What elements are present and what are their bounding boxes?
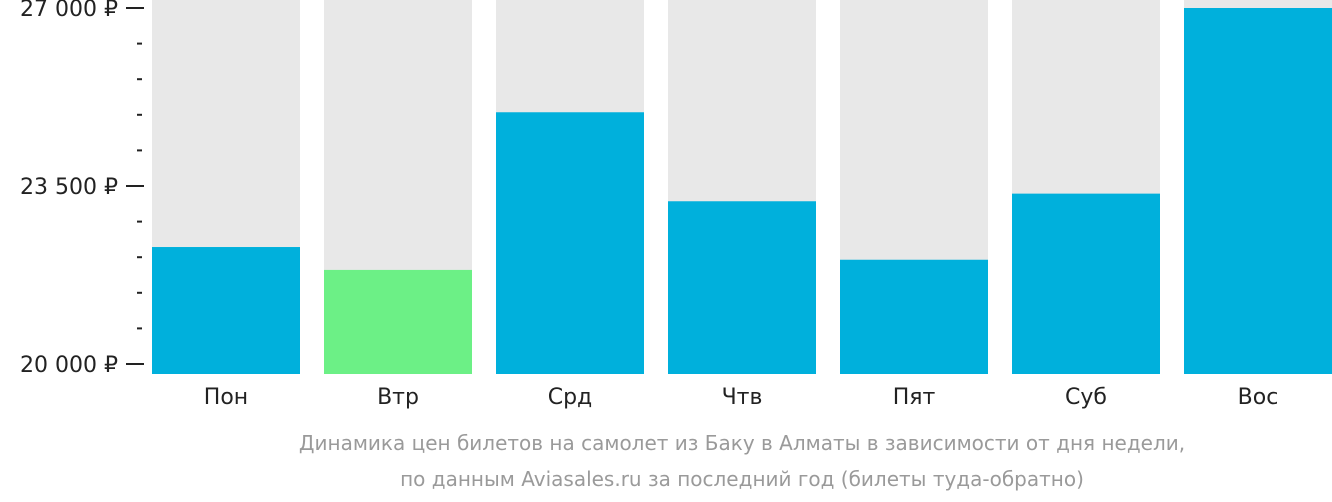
bar-6 (1184, 8, 1332, 374)
bar-1 (324, 269, 472, 374)
bar-0 (152, 247, 300, 374)
x-tick-label-2: Срд (548, 385, 593, 410)
x-tick-label-1: Втр (377, 385, 419, 410)
x-tick-label-6: Вос (1238, 385, 1279, 410)
bar-4 (840, 259, 988, 374)
y-tick-label-0: 20 000 ₽ (20, 353, 118, 378)
x-axis: Пон Втр Срд Чтв Пят Суб Вос (204, 385, 1279, 410)
y-tick-label-1: 23 500 ₽ (20, 175, 118, 200)
x-tick-label-0: Пон (204, 385, 248, 410)
x-tick-label-5: Суб (1065, 385, 1107, 410)
price-by-weekday-chart: 20 000 ₽ 23 500 ₽ 27 000 ₽ Пон Втр Срд Чтв Пят… (20, 0, 1332, 410)
chart-caption-line-1: Динамика цен билетов на самолет из Баку … (298, 431, 1186, 455)
x-tick-label-4: Пят (893, 385, 936, 410)
x-tick-label-3: Чтв (722, 385, 763, 410)
bar-5 (1012, 193, 1160, 374)
y-axis: 20 000 ₽ 23 500 ₽ 27 000 ₽ (20, 0, 144, 378)
bars (152, 8, 1332, 374)
bar-2 (496, 112, 644, 374)
y-tick-label-2: 27 000 ₽ (20, 0, 118, 22)
bar-3 (668, 201, 816, 374)
chart-caption-line-2: по данным Aviasales.ru за последний год … (400, 467, 1084, 491)
